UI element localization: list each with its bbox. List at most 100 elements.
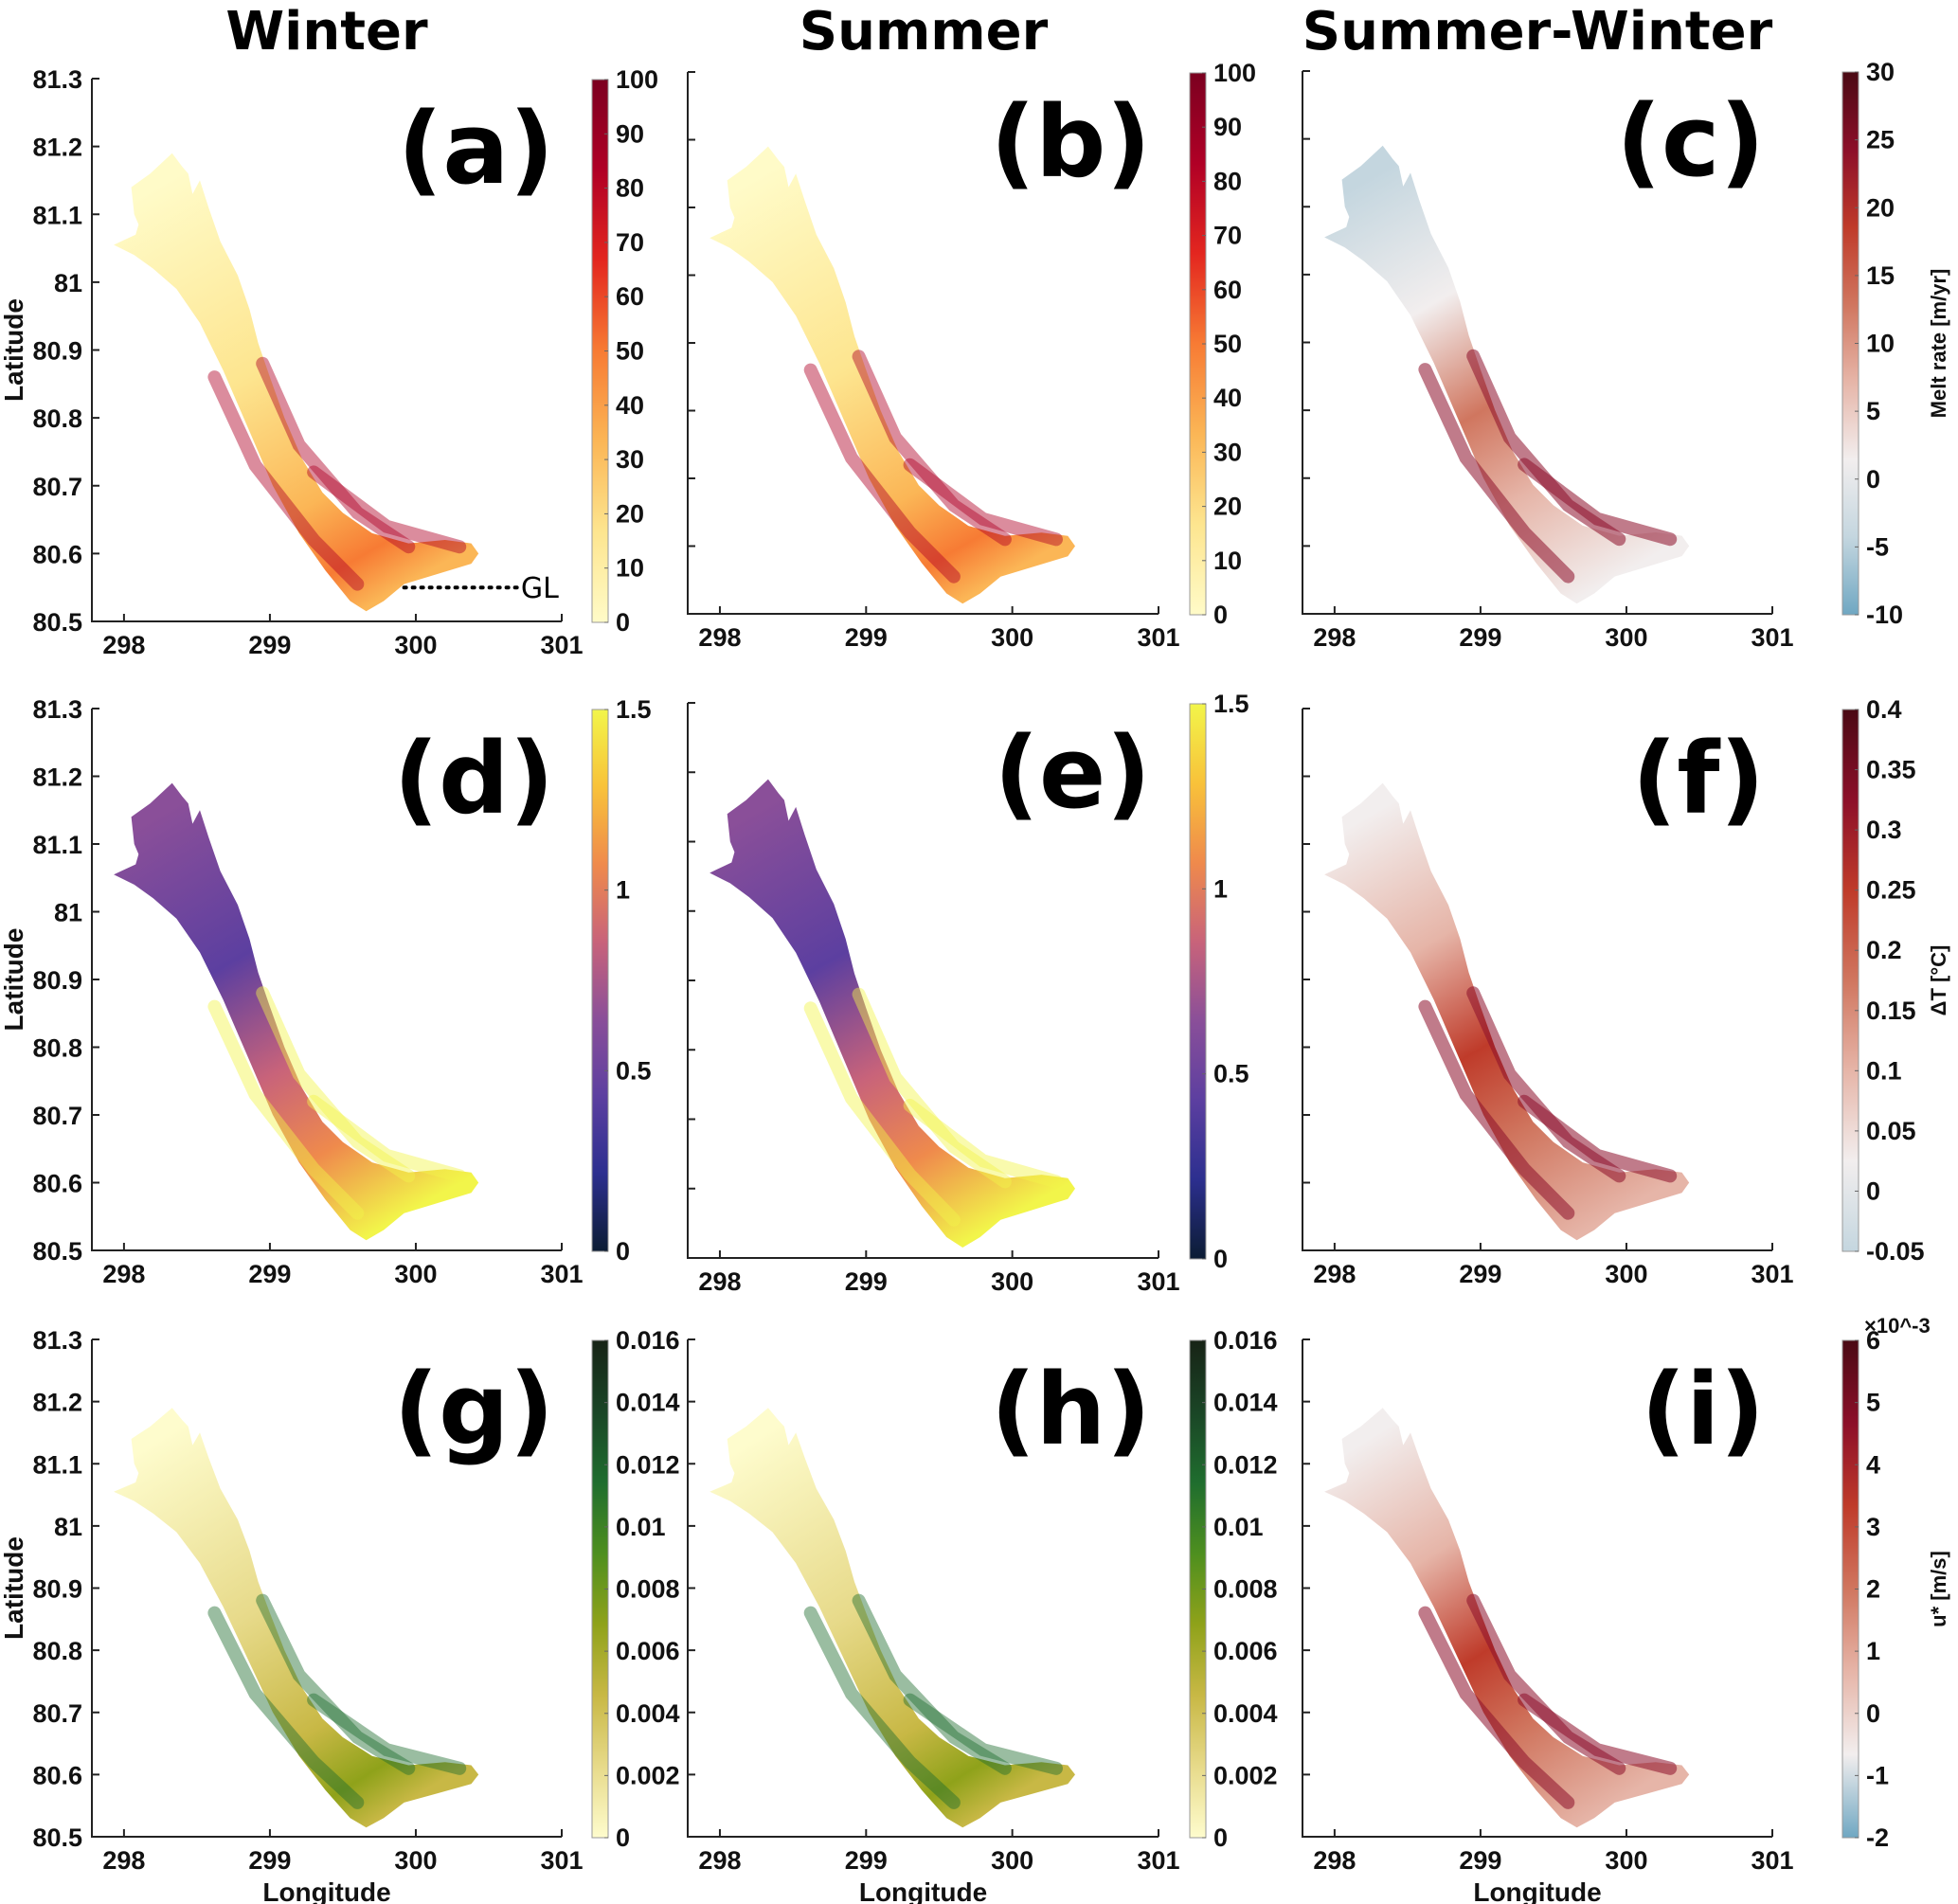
y-axis-label: Latitude (0, 1536, 28, 1640)
ice-shelf-field (114, 1408, 479, 1828)
colorbar-tick-label: 40 (1213, 384, 1242, 412)
colorbar-tick-label: 30 (1213, 438, 1242, 466)
x-tick-label: 299 (248, 1260, 291, 1288)
melt-streak (1418, 363, 1575, 584)
colorbar-gradient (1190, 73, 1206, 615)
melt-streak (803, 363, 961, 584)
colorbar-tick-label: 90 (1213, 113, 1242, 141)
melt-streak (256, 986, 416, 1183)
y-tick-label: 81.2 (32, 1389, 82, 1417)
x-tick-label: 301 (1751, 1260, 1793, 1288)
colorbar-gradient (1842, 1340, 1859, 1838)
colorbar: -10 -5 0 5 10 15 20 25 30 Melt rate [m/yr] (1841, 58, 1950, 629)
y-axis-label: Latitude (0, 298, 28, 402)
ice-shelf-field (710, 146, 1075, 604)
melt-streak (903, 1693, 1063, 1775)
x-tick-label: 301 (540, 1260, 583, 1288)
ice-shelf-field (710, 779, 1075, 1248)
x-tick-label: 298 (698, 1267, 741, 1296)
colorbar-frame (591, 709, 609, 1252)
colorbar-tick-label: 0.15 (1866, 997, 1916, 1025)
ice-shelf-field (1324, 145, 1690, 604)
y-tick-label: 80.7 (32, 1699, 82, 1728)
colorbar-gradient (592, 710, 608, 1251)
colorbar-tick-label: 0 (1213, 1245, 1228, 1273)
colorbar-tick-label: 1 (616, 876, 630, 905)
y-tick-label: 81 (54, 899, 82, 927)
melt-streak (207, 999, 365, 1220)
panel-f: 298 299 300 301 (f) -0.05 0 0.05 0.1 0.15 0.2 0.25 0… (1302, 695, 1950, 1288)
panel-e: 298 299 300 301 (e) 0 0.5 1 1.5 (687, 690, 1249, 1296)
panel-c: 298 299 300 301 (c) -10 -5 0 5 10 15 20 25 30 Melt rat… (1302, 58, 1950, 652)
x-tick-label: 300 (394, 1260, 437, 1288)
y-tick-label: 81 (54, 269, 82, 297)
y-tick-label: 81 (54, 1513, 82, 1541)
y-tick-label: 80.9 (32, 1575, 82, 1604)
colorbar-tick-label: 10 (1213, 547, 1242, 575)
colorbar-tick-label: 80 (1213, 167, 1242, 195)
x-tick-label: 300 (1605, 623, 1647, 652)
melt-streak (803, 1606, 961, 1809)
colorbar-tick-label: 0.3 (1866, 816, 1902, 844)
colorbar-tick-label: 0 (616, 608, 630, 637)
colorbar-tick-label: 20 (1866, 193, 1895, 222)
colorbar-tick-label: 1 (1866, 1637, 1880, 1665)
melt-streak (903, 1098, 1063, 1189)
panel-label: (b) (990, 84, 1151, 200)
colorbar-tick-label: 15 (1866, 261, 1895, 290)
colorbar-label: ΔT [°C] (1927, 945, 1950, 1016)
y-tick-label: 81.3 (32, 1326, 82, 1355)
y-tick-label: 81.1 (32, 831, 82, 859)
x-axis-label: Longitude (262, 1877, 390, 1904)
colorbar-tick-label: 1.5 (1213, 690, 1249, 718)
colorbar-gradient (1842, 710, 1859, 1251)
melt-streak (256, 1593, 416, 1775)
colorbar-tick-label: 0.006 (616, 1637, 680, 1665)
x-tick-label: 301 (1751, 623, 1793, 652)
melt-streak (307, 465, 467, 554)
x-tick-label: 298 (698, 1846, 741, 1875)
colorbar-tick-label: 0 (1866, 1699, 1880, 1728)
panel-label: (d) (393, 721, 554, 836)
x-tick-label: 300 (394, 1846, 437, 1875)
x-tick-label: 301 (1751, 1846, 1793, 1875)
colorbar: 0 10 20 30 40 50 60 70 80 90 100 (591, 65, 658, 637)
colorbar-tick-label: 0.01 (1213, 1513, 1264, 1541)
melt-streak (852, 987, 1012, 1189)
colorbar-gradient (1190, 1340, 1206, 1838)
ice-shelf-field (114, 782, 479, 1241)
y-tick-label: 81.1 (32, 1450, 82, 1479)
colorbar-tick-label: 5 (1866, 1389, 1880, 1417)
colorbar-gradient (1842, 72, 1859, 615)
colorbar-tick-label: 50 (616, 337, 644, 366)
colorbar-tick-label: 0.012 (616, 1450, 680, 1479)
colorbar-tick-label: 0 (616, 1823, 630, 1852)
melt-streak (1418, 1606, 1575, 1809)
melt-streak (852, 350, 1012, 547)
x-tick-label: 298 (1313, 1260, 1356, 1288)
ice-shelf-field (114, 153, 479, 612)
melt-streak (1518, 1094, 1678, 1183)
colorbar-tick-label: 20 (1213, 493, 1242, 521)
colorbar-tick-label: 0.002 (1213, 1761, 1278, 1789)
melt-streak (852, 1593, 1012, 1775)
column-title-winter: Winter (225, 1, 428, 63)
colorbar: -0.05 0 0.05 0.1 0.15 0.2 0.25 0.3 0.35 0.4 ΔT [°C… (1841, 695, 1950, 1266)
x-tick-label: 300 (991, 1267, 1033, 1296)
melt-streak (207, 1606, 365, 1809)
colorbar-tick-label: 0.004 (1213, 1699, 1278, 1728)
colorbar-tick-label: 0 (616, 1237, 630, 1266)
colorbar-frame (1841, 709, 1859, 1252)
colorbar-tick-label: 2 (1866, 1575, 1880, 1604)
melt-streak (256, 356, 416, 554)
x-tick-label: 301 (1137, 1267, 1179, 1296)
colorbar-tick-label: 0.5 (1213, 1060, 1249, 1088)
colorbar-tick-label: 60 (1213, 276, 1242, 304)
x-tick-label: 298 (1313, 623, 1356, 652)
colorbar-tick-label: 0.016 (1213, 1326, 1278, 1355)
colorbar-tick-label: 0.002 (616, 1761, 680, 1789)
x-tick-label: 298 (102, 1846, 145, 1875)
y-tick-label: 81.2 (32, 763, 82, 792)
melt-streak (1518, 1693, 1678, 1775)
